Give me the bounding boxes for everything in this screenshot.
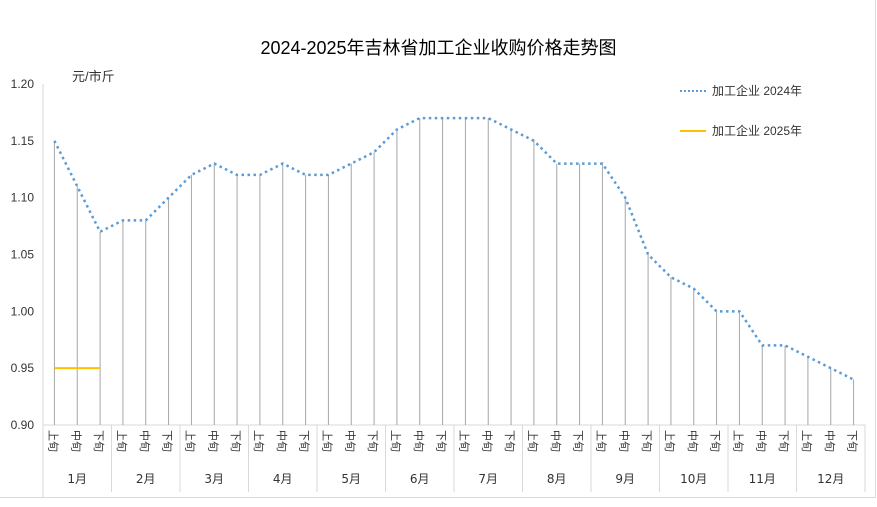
x-month-label: 8月 <box>547 472 567 486</box>
x-period-label: 中旬 <box>343 430 356 452</box>
x-month-label: 11月 <box>749 472 776 486</box>
x-month-label: 9月 <box>615 472 635 486</box>
x-period-label: 下旬 <box>161 430 174 452</box>
x-period-label: 下旬 <box>709 430 722 452</box>
x-period-label: 上旬 <box>320 430 333 452</box>
y-tick-label: 1.10 <box>11 191 35 205</box>
x-period-label: 下旬 <box>435 430 448 452</box>
x-period-label: 中旬 <box>686 430 699 452</box>
x-period-label: 下旬 <box>846 430 859 452</box>
x-period-label: 上旬 <box>115 430 128 452</box>
x-period-label: 中旬 <box>549 430 562 452</box>
legend-swatch-2025 <box>680 129 706 132</box>
x-period-label: 上旬 <box>526 430 539 452</box>
x-period-label: 中旬 <box>754 430 767 452</box>
x-period-label: 中旬 <box>480 430 493 452</box>
legend-item-2024: 加工企业 2024年 <box>680 82 802 99</box>
y-axis-unit-label: 元/市斤 <box>72 69 115 84</box>
x-period-label: 下旬 <box>777 430 790 452</box>
x-period-label: 上旬 <box>457 430 470 452</box>
x-period-label: 上旬 <box>800 430 813 452</box>
y-tick-label: 1.05 <box>11 248 35 262</box>
x-month-label: 12月 <box>817 472 844 486</box>
y-tick-label: 1.20 <box>11 77 35 91</box>
x-month-label: 5月 <box>341 472 361 486</box>
x-month-label: 10月 <box>680 472 707 486</box>
legend-swatch-2024 <box>680 89 706 92</box>
x-period-label: 上旬 <box>46 430 59 452</box>
x-period-label: 下旬 <box>503 430 516 452</box>
x-period-label: 上旬 <box>594 430 607 452</box>
y-tick-label: 1.15 <box>11 134 35 148</box>
x-period-label: 上旬 <box>252 430 265 452</box>
y-tick-label: 0.90 <box>11 418 35 432</box>
legend-label-2024: 加工企业 2024年 <box>712 84 803 98</box>
x-period-label: 中旬 <box>823 430 836 452</box>
x-period-label: 上旬 <box>663 430 676 452</box>
x-period-label: 中旬 <box>412 430 425 452</box>
x-month-label: 3月 <box>204 472 224 486</box>
x-period-label: 中旬 <box>275 430 288 452</box>
x-period-label: 中旬 <box>69 430 82 452</box>
x-month-label: 2月 <box>136 472 156 486</box>
x-period-label: 中旬 <box>138 430 151 452</box>
x-period-label: 中旬 <box>206 430 219 452</box>
x-month-label: 7月 <box>478 472 498 486</box>
series-line-2024 <box>53 116 855 381</box>
x-month-label: 4月 <box>273 472 293 486</box>
x-month-label: 1月 <box>67 472 87 486</box>
x-period-label: 上旬 <box>183 430 196 452</box>
x-period-label: 下旬 <box>366 430 379 452</box>
legend-item-2025: 加工企业 2025年 <box>680 122 802 139</box>
y-tick-label: 1.00 <box>11 304 35 318</box>
x-period-label: 下旬 <box>229 430 242 452</box>
x-period-label: 下旬 <box>572 430 585 452</box>
x-month-label: 6月 <box>410 472 430 486</box>
x-period-label: 下旬 <box>92 430 105 452</box>
x-period-label: 下旬 <box>298 430 311 452</box>
x-period-label: 上旬 <box>731 430 744 452</box>
legend-label-2025: 加工企业 2025年 <box>712 124 803 138</box>
x-period-label: 下旬 <box>640 430 653 452</box>
x-period-label: 中旬 <box>617 430 630 452</box>
y-tick-label: 0.95 <box>11 361 35 375</box>
x-period-label: 上旬 <box>389 430 402 452</box>
chart-title: 2024-2025年吉林省加工企业收购价格走势图 <box>260 38 617 58</box>
